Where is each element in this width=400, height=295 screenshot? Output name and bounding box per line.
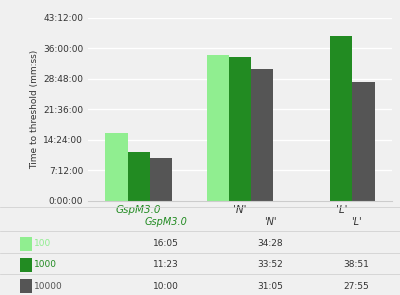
Y-axis label: Time to threshold (mm:ss): Time to threshold (mm:ss) [30,50,39,169]
Text: 'N': 'N' [264,217,276,227]
Text: 16:05: 16:05 [153,239,179,248]
Text: 38:51: 38:51 [343,260,369,269]
FancyBboxPatch shape [20,279,32,293]
Bar [206,55,229,201]
Text: 10000: 10000 [34,282,63,291]
FancyBboxPatch shape [20,258,32,272]
Text: 100: 100 [34,239,51,248]
Text: 31:05: 31:05 [257,282,283,291]
Bar [251,69,274,201]
Bar [150,158,172,201]
Bar [330,36,352,201]
Text: 27:55: 27:55 [343,282,369,291]
Bar [352,82,375,201]
Text: 11:23: 11:23 [153,260,179,269]
Bar [105,132,128,201]
Text: 10:00: 10:00 [153,282,179,291]
Text: GspM3.0: GspM3.0 [144,217,188,227]
Bar [229,57,251,201]
Bar [128,153,150,201]
Text: 1000: 1000 [34,260,57,269]
FancyBboxPatch shape [20,237,32,251]
Text: 33:52: 33:52 [257,260,283,269]
Text: 'L': 'L' [351,217,361,227]
Text: 34:28: 34:28 [257,239,283,248]
